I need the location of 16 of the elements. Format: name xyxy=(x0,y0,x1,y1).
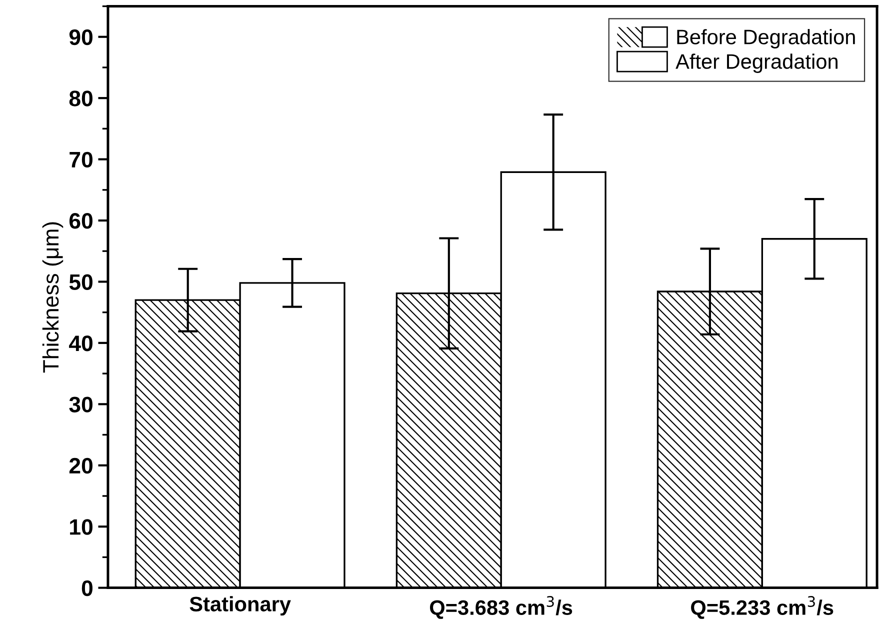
y-axis-title: Thickness (μm) xyxy=(42,222,64,373)
y-tick-label: 10 xyxy=(70,519,92,535)
legend-label: Before Degradation xyxy=(677,29,855,48)
y-tick-label: 0 xyxy=(82,580,92,596)
x-tick-label: Q=5.233 cm$^{3}$/s xyxy=(691,596,834,619)
y-tick-label: 70 xyxy=(70,152,92,168)
y-tick-label: 30 xyxy=(69,396,92,412)
legend-label: After Degradation xyxy=(676,54,838,74)
y-tick-label: 90 xyxy=(69,29,92,46)
y-tick-label: 50 xyxy=(69,274,92,290)
y-tick-label: 40 xyxy=(69,335,92,352)
y-tick-label: 20 xyxy=(69,458,92,474)
x-tick-label: Q=3.683 cm$^{3}$/s xyxy=(430,596,572,619)
y-tick-label: 80 xyxy=(69,90,92,106)
x-tick-label: Stationary xyxy=(190,596,291,616)
y-tick-label: 60 xyxy=(69,213,92,229)
